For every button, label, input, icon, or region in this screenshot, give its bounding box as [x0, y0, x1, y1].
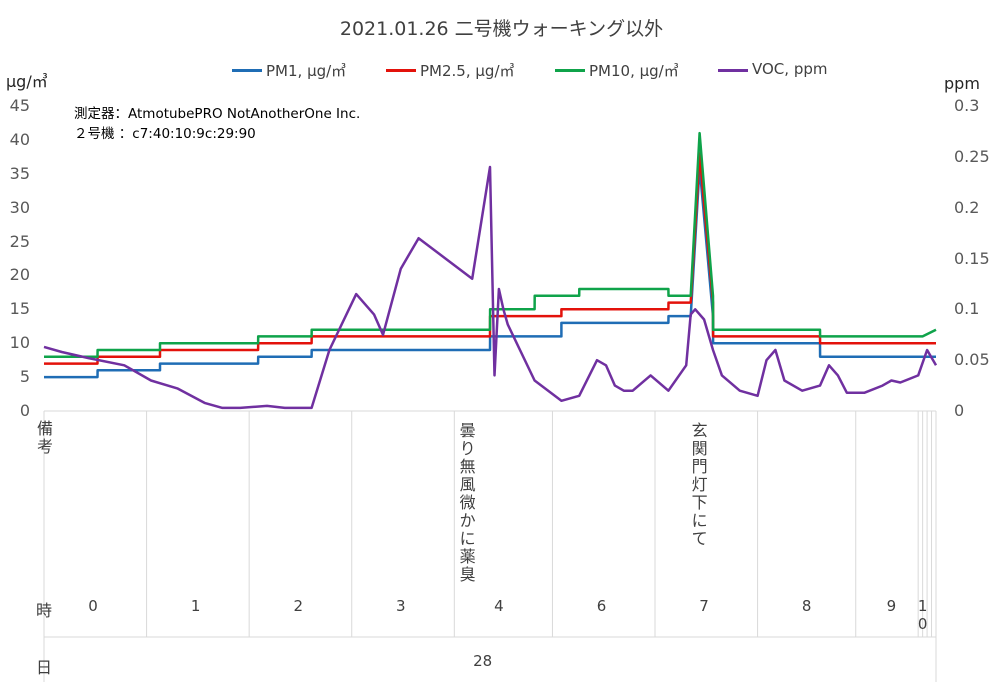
y-left-tick-4: 20 — [9, 265, 30, 285]
y-left-tick-0: 0 — [19, 401, 30, 420]
hour-row-label: 時 — [36, 601, 53, 620]
y-left-tick-3: 15 — [9, 299, 30, 319]
hour-label-5: 6 — [596, 597, 607, 615]
y-left-tick-2: 10 — [9, 333, 30, 353]
hour-label-8: 9 — [886, 597, 897, 615]
series-line-1 — [44, 152, 936, 365]
y-right-tick-2: 0.1 — [954, 299, 980, 319]
remark-1: 玄関門灯下にて — [691, 421, 708, 548]
legend-label-pm25: PM2.5, μg/㎥ — [420, 62, 515, 80]
hour-label-1: 1 — [190, 597, 201, 615]
series-line-0 — [44, 165, 936, 379]
chart-title: 2021.01.26 二号機ウォーキング以外 — [339, 18, 664, 40]
hour-label-0: 0 — [88, 597, 98, 615]
y-right-tick-6: 0.3 — [954, 96, 980, 115]
hour-label-3: 3 — [396, 597, 406, 615]
legend-swatch-pm25 — [386, 69, 416, 72]
y-right-tick-1: 0.05 — [954, 350, 990, 370]
y-left-tick-6: 30 — [9, 197, 30, 217]
legend-swatch-pm10 — [555, 69, 585, 72]
day-row-label: 日 — [36, 658, 53, 677]
legend-label-pm1: PM1, μg/㎥ — [266, 62, 347, 80]
y-left-tick-7: 35 — [9, 163, 30, 183]
legend-swatch-voc — [718, 69, 748, 72]
remark-0: 曇り無風微かに薬臭 — [459, 421, 476, 584]
y-right-tick-0: 0 — [954, 401, 965, 420]
series-line-2 — [44, 131, 937, 359]
day-value: 28 — [473, 652, 493, 670]
hour-label-4: 4 — [494, 597, 504, 615]
hour-label-2: 2 — [293, 597, 303, 615]
y-left-tick-5: 25 — [9, 231, 30, 251]
legend-label-pm10: PM10, μg/㎥ — [589, 62, 679, 80]
y-left-tick-9: 45 — [9, 96, 30, 115]
y-right-tick-4: 0.2 — [954, 197, 980, 217]
y-left-tick-1: 5 — [19, 367, 30, 387]
device-annotation-1: 測定器：AtmotubePRO NotAnotherOne Inc. — [74, 106, 361, 122]
y-right-tick-5: 0.25 — [954, 146, 990, 166]
legend-swatch-pm1 — [232, 69, 262, 72]
hour-label-9: 10 — [917, 597, 928, 633]
series-line-3 — [43, 165, 938, 410]
y-right-tick-3: 0.15 — [954, 248, 990, 268]
y-right-axis-label: ppm — [944, 74, 980, 93]
hour-label-7: 8 — [801, 597, 812, 615]
legend-label-voc: VOC, ppm — [752, 60, 828, 78]
y-left-tick-8: 40 — [9, 129, 30, 149]
device-annotation-2: ２号機 ：c7:40:10:9c:29:90 — [74, 126, 256, 142]
remarks-label: 備考 — [36, 419, 53, 456]
y-left-axis-label: μg/㎥ — [6, 72, 48, 91]
hour-label-6: 7 — [699, 597, 709, 615]
